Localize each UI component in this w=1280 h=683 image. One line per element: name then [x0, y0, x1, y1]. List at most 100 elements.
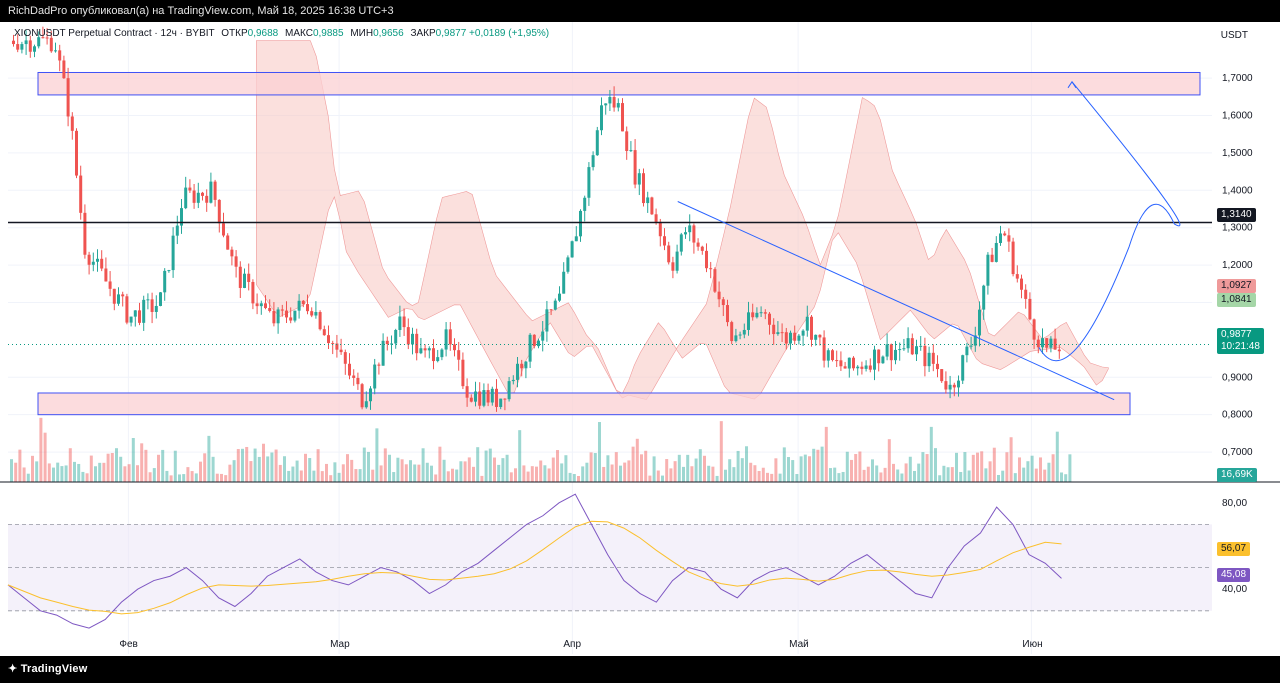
volume-bar — [740, 458, 744, 482]
candle-body — [516, 363, 519, 380]
price-tick-label: 1,6000 — [1222, 110, 1253, 121]
candle-body — [789, 332, 792, 344]
candle-body — [171, 235, 175, 271]
volume-bar — [543, 465, 547, 482]
volume-bar — [631, 446, 635, 482]
tradingview-logo[interactable]: ✦ TradingView — [8, 662, 87, 675]
volume-bar — [119, 456, 123, 482]
candle-body — [66, 78, 70, 117]
candle-body — [642, 173, 645, 204]
candle-body — [923, 345, 927, 367]
candle-body — [402, 316, 406, 328]
volume-bar — [320, 471, 324, 482]
candle-body — [495, 388, 498, 407]
candle-body — [768, 313, 771, 325]
volume-bar — [194, 473, 198, 482]
price-tick-label: 0,7000 — [1222, 447, 1253, 458]
candle-body — [637, 173, 641, 185]
candle-body — [427, 348, 431, 351]
publisher-line: RichDadPro опубликовал(а) на TradingView… — [8, 5, 394, 17]
volume-bar — [887, 439, 891, 482]
chart-frame[interactable]: 1,70001,60001,50001,40001,30001,20001,10… — [0, 22, 1280, 656]
candle-body — [898, 349, 902, 351]
candle-body — [411, 333, 414, 345]
candle-body — [532, 334, 536, 347]
resistance-level-tag: 1,3140 — [1217, 208, 1256, 222]
candle-body — [352, 375, 356, 378]
volume-bar — [98, 462, 102, 482]
candle-body — [570, 241, 574, 258]
candle-body — [1015, 274, 1019, 279]
candle-body — [507, 381, 511, 400]
candle-body — [251, 281, 255, 304]
volume-bar — [430, 465, 433, 482]
volume-bar — [22, 467, 26, 482]
volume-bar — [484, 450, 488, 482]
volume-bar — [236, 449, 240, 482]
candle-body — [45, 37, 49, 39]
volume-bar — [556, 450, 559, 482]
volume-bar — [640, 454, 643, 482]
volume-bar — [745, 446, 748, 482]
volume-bar — [1026, 461, 1030, 482]
candle-body — [927, 352, 931, 367]
volume-bar — [31, 455, 34, 482]
chart-canvas[interactable]: 1,70001,60001,50001,40001,30001,20001,10… — [0, 22, 1280, 656]
volume-bar — [148, 472, 152, 482]
volume-bar — [488, 448, 492, 482]
candle-body — [217, 199, 221, 224]
candle-body — [709, 268, 713, 270]
volume-bar — [459, 461, 463, 482]
candle-body — [696, 242, 700, 247]
candle-body — [482, 390, 486, 406]
volume-bar — [10, 459, 13, 482]
volume-bar — [934, 448, 937, 482]
candle-body — [826, 350, 830, 361]
volume-bar — [795, 474, 799, 482]
candle-body — [780, 332, 784, 334]
candle-body — [591, 155, 595, 168]
volume-bar — [94, 466, 97, 482]
candle-body — [726, 305, 729, 323]
candle-body — [373, 364, 377, 389]
symbol-title[interactable]: XIONUSDT Perpetual Contract · 12ч · BYBI… — [14, 28, 215, 39]
volume-bar — [396, 457, 400, 482]
volume-bar — [866, 466, 870, 482]
candle-body — [16, 44, 20, 50]
candle-body — [978, 309, 981, 336]
price-tick-label: 1,4000 — [1222, 185, 1253, 196]
candle-body — [679, 234, 683, 252]
volume-bar — [829, 468, 832, 482]
candle-body — [604, 103, 608, 106]
volume-bar — [791, 460, 795, 482]
volume-bar — [736, 450, 740, 482]
volume-bar — [81, 471, 85, 482]
volume-bar — [686, 454, 690, 482]
candle-body — [310, 311, 314, 316]
candle-body — [453, 344, 456, 351]
volume-bar — [354, 469, 358, 482]
candle-body — [390, 343, 393, 345]
volume-bar — [161, 449, 165, 482]
volume-bar — [455, 469, 459, 482]
candle-body — [33, 46, 36, 52]
time-tick-label: Апр — [563, 639, 581, 650]
volume-bar — [350, 459, 354, 482]
candle-body — [671, 262, 675, 271]
candle-body — [919, 345, 923, 347]
volume-bar — [274, 449, 278, 482]
volume-bar — [299, 470, 303, 482]
volume-bar — [619, 465, 622, 482]
candle-body — [558, 293, 561, 301]
volume-layer — [10, 417, 1072, 482]
candle-body — [465, 386, 469, 398]
volume-bar — [707, 465, 711, 482]
volume-bar — [434, 474, 438, 482]
volume-bar — [115, 448, 118, 482]
volume-bar — [854, 454, 858, 482]
volume-bar — [304, 453, 307, 482]
volume-bar — [1047, 462, 1051, 482]
time-tick-label: Май — [789, 639, 809, 650]
volume-bar — [711, 466, 715, 482]
volume-bar — [677, 454, 681, 482]
